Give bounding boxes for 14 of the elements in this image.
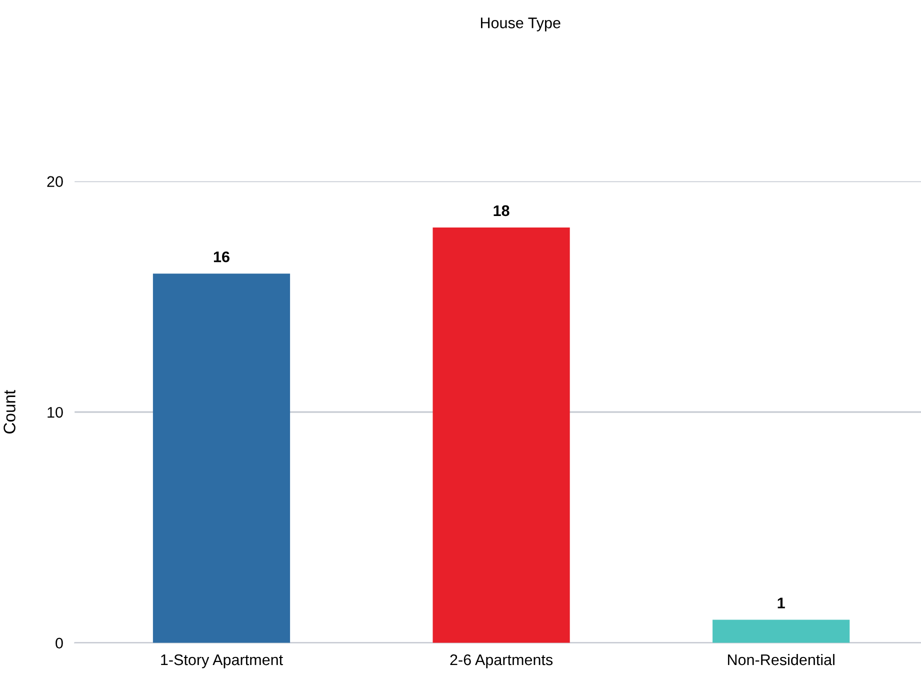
x-tick-label: 2-6 Apartments — [450, 654, 553, 668]
y-tick-label: 10 — [48, 406, 63, 418]
chart-title: House Type — [480, 18, 560, 32]
x-tick-label: 1-Story Apartment — [161, 654, 283, 668]
y-tick-label: 20 — [47, 176, 63, 187]
y-tick-label: 0 — [56, 638, 63, 649]
data-label: 16 — [214, 251, 230, 262]
bar — [432, 227, 570, 643]
data-label: 1 — [778, 598, 785, 608]
y-axis-title: Count — [4, 390, 16, 434]
data-label: 18 — [494, 205, 510, 216]
bar — [712, 620, 850, 643]
x-tick-label: Non-Residential — [728, 654, 834, 666]
bar — [152, 274, 290, 643]
